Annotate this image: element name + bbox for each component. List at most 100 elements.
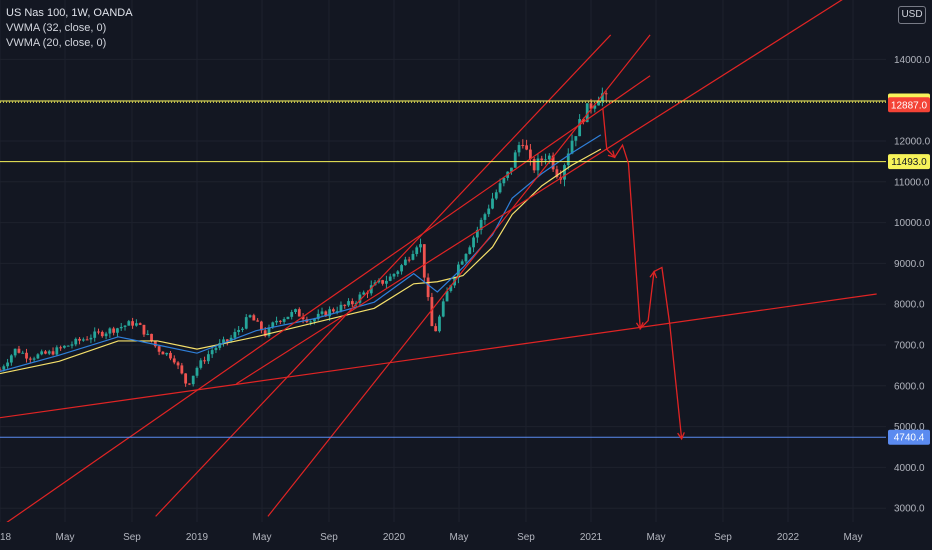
vwma-20-legend[interactable]: VWMA (20, close, 0): [6, 37, 107, 49]
candle-body[interactable]: [138, 323, 142, 325]
candle-body[interactable]: [59, 347, 63, 349]
candle-body[interactable]: [28, 358, 32, 360]
candle-body[interactable]: [510, 167, 513, 172]
candle-body[interactable]: [150, 333, 153, 342]
candle-body[interactable]: [350, 301, 354, 305]
candle-body[interactable]: [547, 155, 551, 160]
candle-body[interactable]: [513, 152, 517, 168]
candle-body[interactable]: [131, 321, 134, 326]
candle-body[interactable]: [222, 339, 225, 344]
candle-body[interactable]: [487, 208, 491, 215]
candle-body[interactable]: [585, 103, 589, 123]
candle-body[interactable]: [6, 362, 9, 367]
candle-body[interactable]: [89, 337, 93, 340]
candle-body[interactable]: [574, 136, 578, 141]
candle-body[interactable]: [97, 331, 100, 333]
candle-body[interactable]: [491, 198, 494, 209]
trend-line[interactable]: [0, 75, 651, 541]
candle-body[interactable]: [286, 316, 290, 320]
candle-body[interactable]: [70, 344, 74, 346]
candle-body[interactable]: [472, 237, 475, 248]
price-tag[interactable]: [888, 429, 930, 445]
candle-body[interactable]: [415, 247, 419, 255]
candle-body[interactable]: [123, 325, 127, 327]
candle-body[interactable]: [309, 321, 313, 323]
candle-body[interactable]: [191, 375, 195, 385]
candle-body[interactable]: [271, 322, 275, 328]
candle-body[interactable]: [400, 265, 403, 272]
candle-body[interactable]: [438, 316, 441, 332]
vwma-32-legend[interactable]: VWMA (32, close, 0): [6, 22, 107, 34]
candle-body[interactable]: [551, 155, 555, 170]
candle-body[interactable]: [377, 280, 381, 283]
candle-body[interactable]: [419, 244, 422, 248]
candle-body[interactable]: [555, 169, 559, 178]
price-tag[interactable]: [888, 154, 930, 170]
candle-body[interactable]: [47, 351, 51, 354]
candle-body[interactable]: [112, 328, 116, 333]
candle-body[interactable]: [392, 273, 396, 277]
candle-body[interactable]: [153, 341, 157, 347]
candle-body[interactable]: [381, 280, 385, 284]
candle-body[interactable]: [184, 373, 188, 384]
candle-body[interactable]: [411, 254, 415, 260]
candle-body[interactable]: [206, 354, 210, 362]
candle-body[interactable]: [460, 261, 464, 265]
candle-body[interactable]: [343, 304, 347, 306]
candle-body[interactable]: [301, 316, 305, 320]
candle-body[interactable]: [464, 253, 468, 262]
candle-body[interactable]: [282, 319, 286, 322]
candle-body[interactable]: [532, 159, 536, 171]
candle-body[interactable]: [358, 294, 362, 303]
candle-body[interactable]: [108, 328, 112, 334]
candle-body[interactable]: [536, 158, 540, 171]
candle-body[interactable]: [324, 311, 328, 317]
candle-body[interactable]: [172, 358, 176, 363]
candle-body[interactable]: [434, 326, 438, 332]
candle-body[interactable]: [502, 177, 506, 184]
candle-body[interactable]: [521, 145, 525, 147]
candle-body[interactable]: [479, 219, 483, 230]
candle-body[interactable]: [199, 360, 203, 368]
candle-body[interactable]: [157, 346, 161, 352]
candle-body[interactable]: [9, 355, 13, 363]
candle-body[interactable]: [335, 311, 339, 313]
candle-body[interactable]: [275, 320, 278, 323]
currency-button[interactable]: USD: [898, 6, 926, 24]
candle-body[interactable]: [517, 145, 521, 153]
candle-body[interactable]: [494, 192, 498, 199]
candle-body[interactable]: [210, 350, 214, 355]
candle-body[interactable]: [278, 320, 282, 322]
candle-body[interactable]: [119, 326, 123, 329]
candle-body[interactable]: [165, 352, 169, 355]
candle-body[interactable]: [540, 158, 544, 161]
candle-body[interactable]: [294, 309, 297, 313]
candle-body[interactable]: [369, 285, 373, 294]
candle-body[interactable]: [244, 317, 248, 329]
candle-body[interactable]: [396, 271, 400, 274]
price-tag[interactable]: [888, 97, 930, 113]
candle-body[interactable]: [347, 301, 350, 306]
candle-body[interactable]: [252, 315, 256, 321]
candle-body[interactable]: [385, 280, 388, 284]
candle-body[interactable]: [430, 297, 434, 327]
candle-body[interactable]: [146, 333, 150, 335]
candle-body[interactable]: [188, 383, 191, 385]
candle-body[interactable]: [21, 352, 25, 354]
candle-body[interactable]: [229, 337, 233, 342]
candle-body[interactable]: [331, 309, 335, 312]
candle-body[interactable]: [32, 358, 36, 360]
candle-body[interactable]: [142, 324, 146, 335]
candle-body[interactable]: [407, 259, 411, 261]
candle-body[interactable]: [248, 315, 252, 318]
candle-body[interactable]: [93, 331, 97, 338]
candle-body[interactable]: [195, 367, 199, 376]
candle-body[interactable]: [233, 332, 237, 338]
candle-body[interactable]: [241, 328, 244, 330]
candle-body[interactable]: [260, 321, 263, 331]
candle-body[interactable]: [604, 93, 608, 95]
candle-body[interactable]: [528, 149, 532, 160]
trend-line[interactable]: [155, 34, 612, 517]
candle-body[interactable]: [44, 351, 47, 354]
